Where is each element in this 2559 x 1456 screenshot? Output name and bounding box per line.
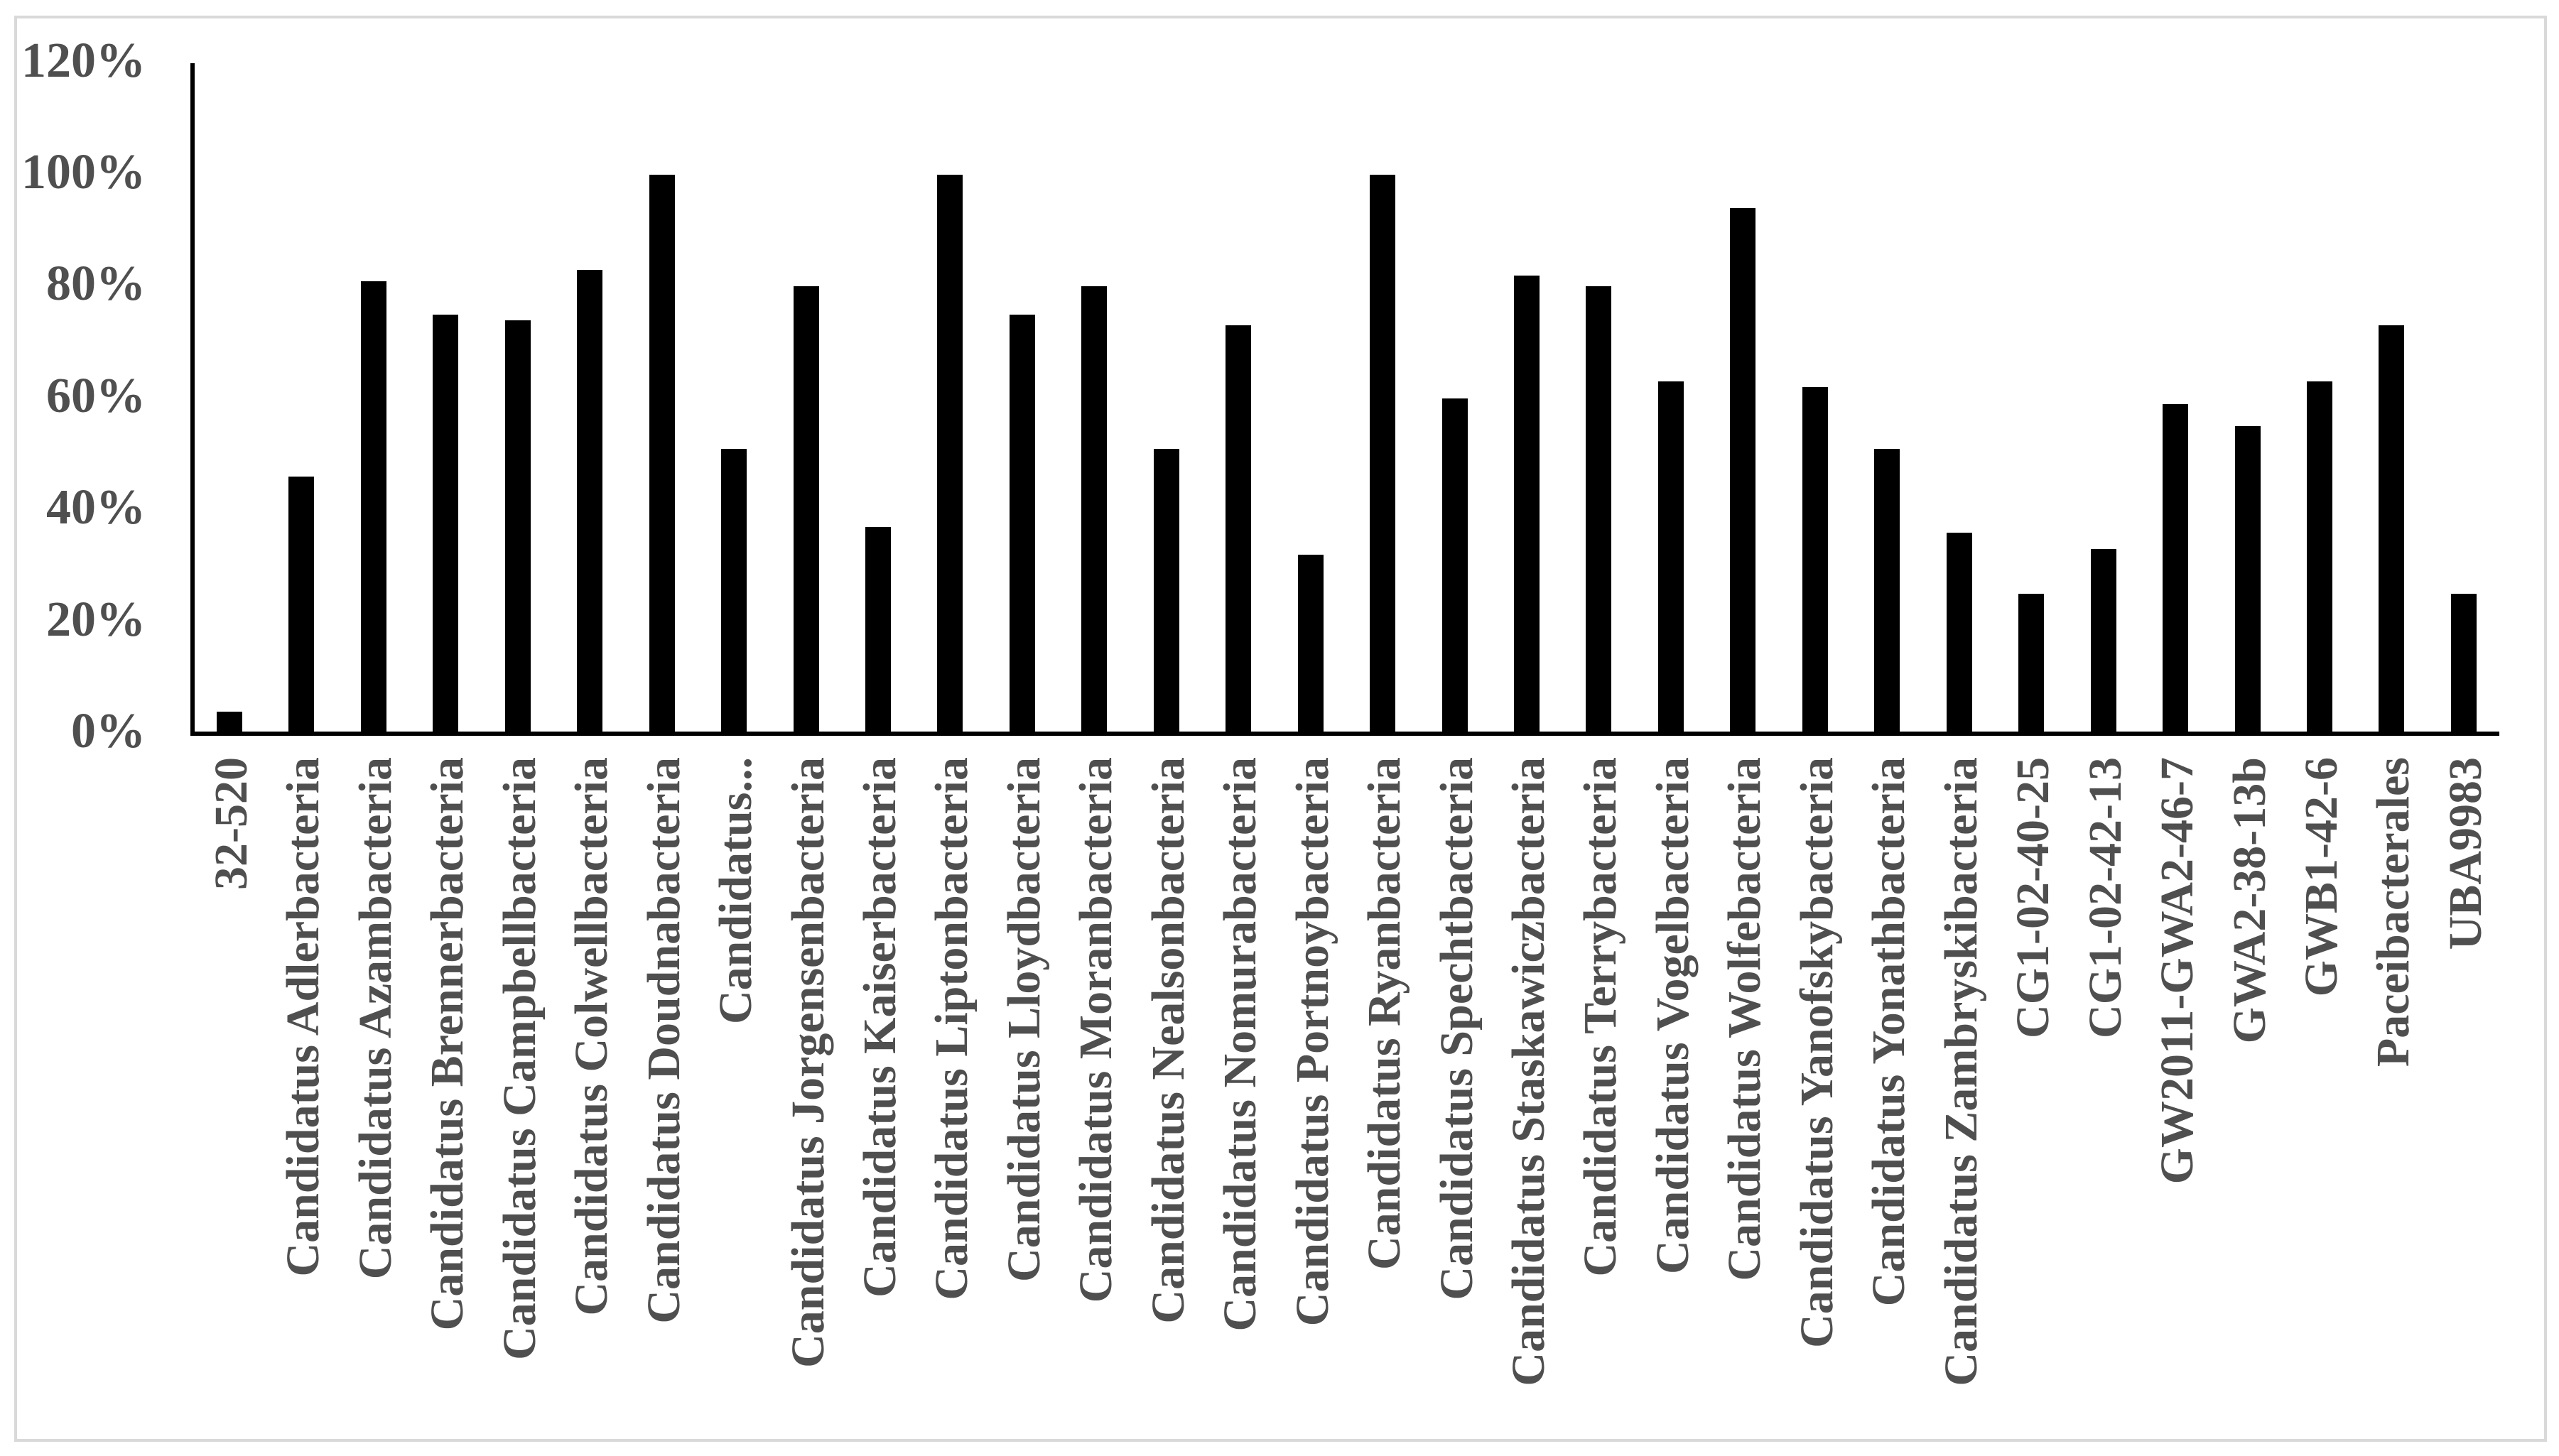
x-tick-label: Paceibacterales <box>2367 757 2420 1067</box>
bar <box>1226 325 1252 734</box>
x-tick-label: Candidatus Staskawiczbacteria <box>1503 757 1554 1386</box>
x-tick-label: GWB1-42-6 <box>2295 757 2347 997</box>
bar <box>1441 398 1468 734</box>
bar <box>649 175 675 734</box>
bar <box>793 286 819 734</box>
bar <box>1730 208 1756 734</box>
x-tick-label: Candidatus Liptonbacteria <box>926 757 978 1300</box>
x-tick-label: Candidatus Nealsonbacteria <box>1142 757 1194 1324</box>
bar <box>577 269 603 734</box>
y-tick-label: 60% <box>46 368 146 423</box>
x-tick-label: Candidatus Spechtbacteria <box>1430 757 1483 1300</box>
y-tick-label: 40% <box>46 480 146 536</box>
x-tick-label: Candidatus Colwellbacteria <box>566 757 618 1316</box>
x-tick-label: Candidatus Adlerbacteria <box>277 757 330 1277</box>
bar <box>1370 175 1396 734</box>
bar <box>2163 403 2189 734</box>
bar <box>1297 555 1324 734</box>
y-tick-label: 80% <box>46 256 146 312</box>
x-tick-label: Candidatus Campbellbacteria <box>493 757 546 1360</box>
bar <box>360 281 386 734</box>
x-axis-line <box>190 732 2499 736</box>
bar <box>2306 381 2332 734</box>
bar <box>865 526 891 734</box>
bar <box>1946 532 1972 734</box>
x-tick-label: Candidatus Yonathbacteria <box>1863 757 1915 1307</box>
x-tick-label: CG1-02-40-25 <box>2007 757 2060 1038</box>
bar <box>2450 594 2477 734</box>
bar <box>1874 448 1900 734</box>
bar <box>1657 381 1684 734</box>
x-tick-label: Candidatus Brennerbacteria <box>421 757 474 1331</box>
bar <box>1153 448 1179 734</box>
bar <box>1802 387 1828 734</box>
bar <box>2234 426 2261 734</box>
x-tick-label: Candidatus Lloydbacteria <box>997 757 1050 1282</box>
y-tick-label: 20% <box>46 592 146 647</box>
y-tick-label: 100% <box>21 145 146 200</box>
x-tick-label: Candidatus Nomurabacteria <box>1214 757 1267 1332</box>
x-tick-label: Candidatus Yanofskybacteria <box>1790 757 1843 1348</box>
x-tick-label: CG1-02-42-13 <box>2079 757 2131 1038</box>
bar <box>937 175 963 734</box>
x-tick-label: Candidatus... <box>710 757 762 1024</box>
x-tick-label: Candidatus Doudnabacteria <box>637 757 690 1324</box>
bar <box>433 314 459 734</box>
bar <box>1009 314 1035 734</box>
bar <box>1586 286 1612 734</box>
x-tick-label: Candidatus Portnoybacteria <box>1286 757 1338 1327</box>
x-tick-label: Candidatus Terrybacteria <box>1574 757 1627 1277</box>
y-tick-label: 120% <box>21 33 146 88</box>
bar <box>1514 275 1540 734</box>
bar <box>288 476 315 734</box>
x-tick-label: UBA9983 <box>2439 757 2492 950</box>
x-tick-label: Candidatus Moranbacteria <box>1070 757 1122 1303</box>
bar <box>2018 594 2045 734</box>
x-tick-label: Candidatus Kaiserbacteria <box>853 757 906 1298</box>
x-tick-label: Candidatus Wolfebacteria <box>1719 757 1771 1281</box>
x-tick-label: Candidatus Jorgensenbacteria <box>781 757 834 1368</box>
x-tick-label: GW2011-GWA2-46-7 <box>2151 757 2204 1185</box>
x-tick-label: 32-520 <box>205 757 257 890</box>
bar <box>216 711 242 734</box>
bar <box>2090 549 2116 734</box>
bar <box>504 320 531 734</box>
x-tick-label: GWA2-38-13b <box>2223 757 2276 1044</box>
x-tick-label: Candidatus Azambacteria <box>349 757 401 1280</box>
x-tick-label: Candidatus Zambryskibacteria <box>1935 757 1987 1386</box>
x-tick-label: Candidatus Ryanbacteria <box>1358 757 1411 1270</box>
bar <box>1081 286 1108 734</box>
x-tick-label: Candidatus Vogelbacteria <box>1646 757 1699 1274</box>
bar <box>2379 325 2405 734</box>
y-axis-line <box>190 63 195 736</box>
bar <box>721 448 747 734</box>
y-tick-label: 0% <box>71 704 146 759</box>
